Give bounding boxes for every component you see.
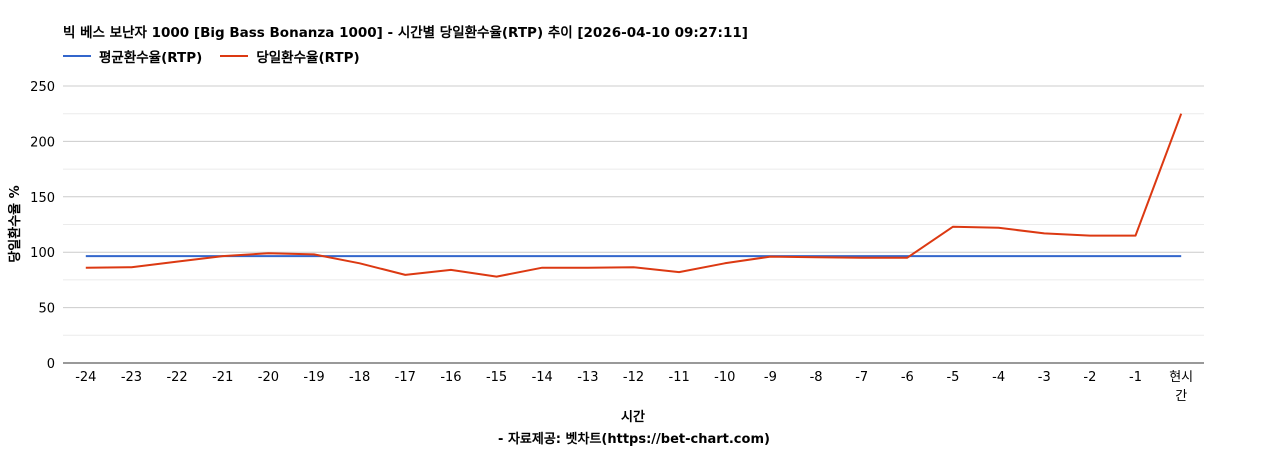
x-tick-label: -22	[166, 370, 187, 385]
y-axis-title: 당일환수율 %	[7, 185, 23, 262]
x-tick-label: -6	[901, 370, 914, 385]
legend-swatch-daily	[220, 55, 249, 57]
x-tick-label: -17	[395, 370, 416, 385]
x-tick-label: -5	[946, 370, 959, 385]
y-tick-label: 150	[30, 191, 55, 206]
x-tick-label: -1	[1129, 370, 1142, 385]
gridlines	[63, 85, 1204, 336]
x-tick-label: -3	[1038, 370, 1051, 385]
x-tick-label: -2	[1083, 370, 1096, 385]
x-tick-label: -7	[855, 370, 868, 385]
x-tick-label: -14	[532, 370, 553, 385]
y-tick-label: 250	[30, 80, 55, 95]
series-line-daily-rtp[interactable]	[85, 113, 1183, 278]
x-tick-label: -20	[258, 370, 279, 385]
x-tick-label: -13	[577, 370, 598, 385]
legend-label-average: 평균환수율(RTP)	[99, 50, 203, 66]
legend-swatch-average	[63, 55, 91, 57]
legend-item-daily[interactable]: 당일환수율(RTP)	[220, 46, 360, 66]
legend-label-daily: 당일환수율(RTP)	[256, 50, 360, 66]
y-tick-label: 0	[47, 357, 55, 372]
x-tick-label: -24	[75, 370, 96, 385]
x-tick-label: 현시 간	[1169, 370, 1193, 404]
x-tick-label: -18	[349, 370, 370, 385]
legend: 평균환수율(RTP) 당일환수율(RTP)	[63, 46, 378, 66]
data-source-note: - 자료제공: 벳차트(https://bet-chart.com)	[498, 432, 770, 447]
legend-item-average[interactable]: 평균환수율(RTP)	[63, 46, 202, 66]
x-tick-label: -19	[303, 370, 324, 385]
y-axis-ticks: 0 50 100 150 200 250	[30, 80, 55, 372]
y-tick-label: 50	[38, 302, 55, 317]
x-tick-label: -8	[810, 370, 823, 385]
x-tick-label: -16	[440, 370, 461, 385]
x-tick-label: -4	[992, 370, 1005, 385]
y-tick-label: 100	[30, 246, 55, 261]
x-tick-label: -15	[486, 370, 507, 385]
x-axis-title: 시간	[621, 409, 645, 425]
y-tick-label: 200	[30, 135, 55, 150]
x-tick-label: -10	[714, 370, 735, 385]
x-axis-ticks: -24 -23 -22 -21 -20 -19 -18 -17 -16 -15 -14 -13 -12 -…	[75, 370, 1193, 404]
series-lines	[85, 113, 1183, 278]
chart-title: 빅 베스 보난자 1000 [Big Bass Bonanza 1000] - …	[63, 25, 748, 41]
x-tick-label: -11	[669, 370, 690, 385]
x-tick-label: -9	[764, 370, 777, 385]
x-tick-label: -21	[212, 370, 233, 385]
x-tick-label: -12	[623, 370, 644, 385]
x-tick-label: -23	[121, 370, 142, 385]
